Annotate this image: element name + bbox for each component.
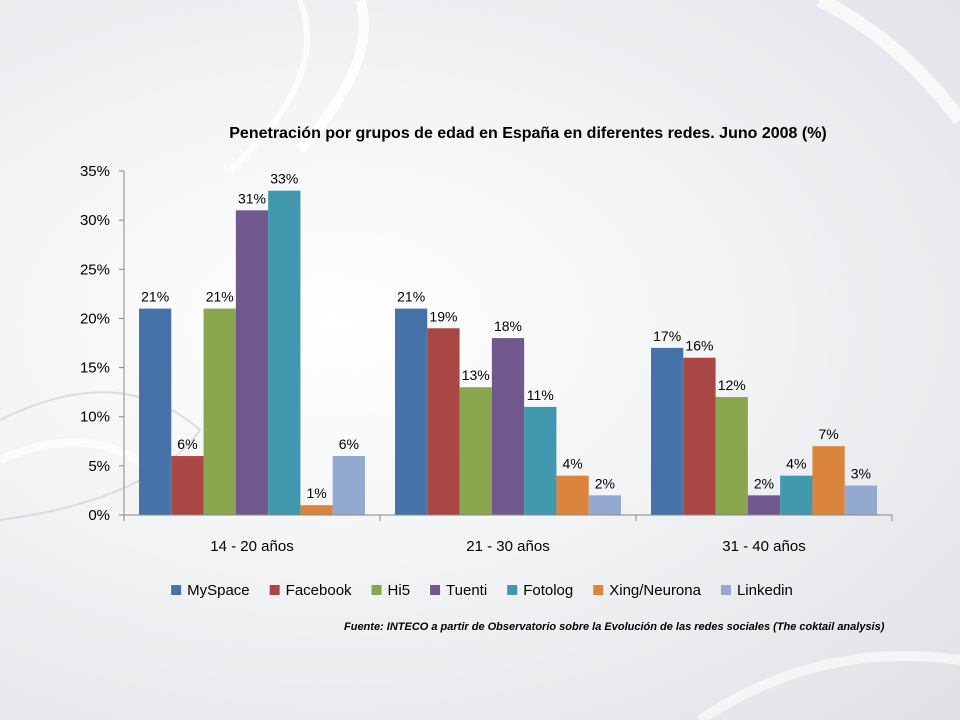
y-tick-label: 20% [80,310,110,327]
bar-hi5 [715,397,748,515]
legend-swatch [720,585,731,595]
legend-swatch [371,585,382,595]
legend-item: Hi5 [371,582,411,599]
bar-hi5 [203,308,236,515]
bar-fotolog [268,190,301,515]
bar-myspace [139,308,172,515]
bar-fotolog [780,475,813,515]
data-labels: 21% 21% 17% 6% 19% 16% 21% 13% 12% 31% 18% 2% 33% 11%… [141,171,871,502]
y-tick-label: 10% [80,409,110,426]
bar-tuenti [491,338,525,515]
data-label: 3% [851,466,871,482]
bar-tuenti [747,495,781,515]
legend-label: Facebook [286,582,352,599]
data-label: 4% [562,456,582,472]
data-label: 17% [653,328,681,344]
bars [139,190,877,516]
data-label: 21% [397,289,425,305]
y-tick-label: 5% [88,458,110,475]
data-label: 6% [339,436,359,452]
legend-label: Xing/Neurona [609,582,701,599]
bar-xing-neurona [300,505,333,515]
bar-xing-neurona [556,475,589,515]
data-label: 19% [429,308,457,324]
legend-item: Xing/Neurona [593,582,702,599]
y-tick-label: 30% [80,212,110,229]
bar-linkedin [332,456,365,515]
legend: MySpace Facebook Hi5 Tuenti Fotolog Xing/Neur… [171,582,793,599]
legend-swatch [171,585,182,595]
data-label: 16% [685,338,713,354]
data-label: 2% [595,475,615,491]
y-tick-label: 25% [80,261,110,278]
legend-item: Linkedin [720,582,793,599]
bar-xing-neurona [812,446,845,515]
legend-swatch [269,585,280,595]
bar-facebook [171,456,204,515]
legend-label: Hi5 [388,582,411,599]
data-label: 33% [270,171,298,187]
legend-label: Linkedin [737,582,793,599]
legend-item: Facebook [269,582,352,599]
bar-facebook [683,357,716,515]
data-label: 11% [527,387,554,403]
bar-linkedin [844,485,877,515]
bar-hi5 [459,387,492,515]
x-category-label: 21 - 30 años [466,538,549,555]
bar-myspace [651,347,684,515]
x-category-label: 31 - 40 años [722,538,805,555]
data-label: 21% [206,289,234,305]
data-label: 2% [754,475,774,491]
legend-item: Tuenti [430,582,487,599]
data-label: 18% [494,318,522,334]
data-label: 13% [462,367,490,383]
y-tick-label: 35% [80,163,110,180]
data-label: 7% [818,426,838,442]
legend-item: MySpace [171,582,250,599]
bar-fotolog [524,406,557,515]
legend-swatch [430,585,441,595]
data-label: 6% [177,436,197,452]
legend-label: Tuenti [446,582,487,599]
legend-label: MySpace [187,582,250,599]
x-category-label: 14 - 20 años [210,538,293,555]
bar-tuenti [235,210,269,516]
bar-myspace [395,308,428,515]
data-label: 31% [238,190,266,206]
legend-swatch [507,585,518,595]
legend-label: Fotolog [523,582,573,599]
y-axis: 0% 5% 10% 15% 20% 25% 30% 35% [80,163,125,524]
y-tick-label: 0% [88,507,110,524]
data-label: 12% [718,377,746,393]
x-axis: 14 - 20 años 21 - 30 años 31 - 40 años [123,514,893,555]
chart-title: Penetración por grupos de edad en España… [229,125,827,142]
legend-item: Fotolog [507,582,573,599]
bar-linkedin [588,495,621,515]
y-tick-label: 15% [80,360,110,377]
data-label: 21% [141,289,169,305]
source-note: Fuente: INTECO a partir de Observatorio … [344,621,885,633]
data-label: 1% [306,485,326,501]
bar-facebook [427,328,460,515]
data-label: 4% [786,456,806,472]
legend-swatch [593,585,604,595]
